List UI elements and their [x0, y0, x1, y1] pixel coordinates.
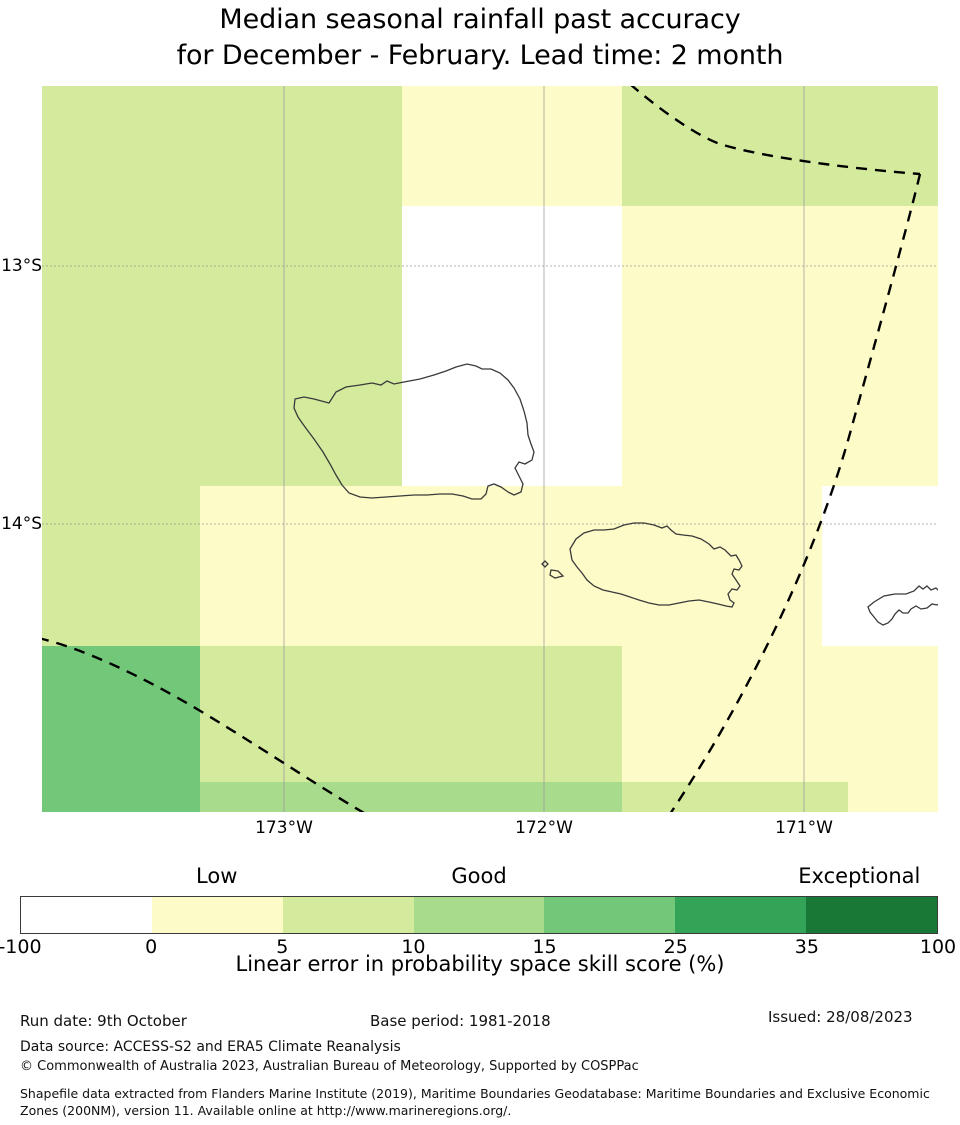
colorbar-segment [675, 897, 807, 933]
heatmap-cell [822, 486, 938, 646]
y-tick-label: 14°S [1, 514, 42, 534]
x-tick-label: 173°W [255, 818, 313, 838]
heatmap-cell [622, 86, 938, 206]
colorbar-segment [282, 897, 414, 933]
colorbar-tick-label: 5 [276, 936, 289, 958]
run-date-text: Run date: 9th October [20, 1012, 187, 1030]
colorbar-segment [21, 897, 152, 933]
heatmap-cell [848, 782, 938, 812]
heatmap-cells [42, 86, 938, 812]
gridlines [42, 86, 938, 812]
colorbar-segment [413, 897, 545, 933]
colorbar-axis-label: Linear error in probability space skill … [235, 952, 725, 976]
y-axis-ticks: 13°S 14°S [0, 86, 42, 812]
base-period-text: Base period: 1981-2018 [370, 1012, 551, 1030]
heatmap-cell [200, 486, 622, 646]
colorbar-tick-label: 15 [532, 936, 557, 958]
heatmap-cell [622, 486, 822, 646]
colorbar: Low Good Exceptional -100 0 5 10 15 25 35 100 [0, 864, 956, 958]
colorbar-segment [806, 897, 938, 933]
heatmap-cell [402, 206, 622, 486]
island-upolu [541, 522, 743, 608]
colorbar-segment [151, 897, 283, 933]
heatmap-cell [42, 86, 402, 486]
data-source-text: Data source: ACCESS-S2 and ERA5 Climate … [20, 1039, 401, 1055]
heatmap-cell [622, 351, 938, 486]
chart-title: Median seasonal rainfall past accuracy f… [176, 4, 784, 71]
colorbar-tick-label: 100 [919, 936, 957, 958]
x-axis-ticks: 173°W 172°W 171°W [42, 818, 938, 848]
heatmap-cell [42, 486, 200, 646]
colorbar-tick-label: 25 [663, 936, 688, 958]
y-tick-label: 13°S [1, 256, 42, 276]
island-savaii [293, 363, 535, 500]
heatmap-cell [622, 206, 938, 351]
heatmap-cell [42, 646, 200, 812]
heatmap-cell [402, 86, 622, 206]
colorbar-tick-label: -100 [0, 936, 42, 958]
colorbar-category-label: Exceptional [798, 864, 921, 888]
colorbar-gradient [20, 896, 938, 934]
heatmap-cell [622, 782, 848, 812]
colorbar-categories: Low Good Exceptional [20, 864, 938, 892]
map-plot-area [42, 86, 938, 812]
colorbar-tick-label: 10 [401, 936, 426, 958]
heatmap-cell [200, 646, 622, 782]
heatmap-cell [822, 646, 938, 782]
colorbar-segment [544, 897, 676, 933]
colorbar-tick-label: 0 [145, 936, 158, 958]
island-tutuila [867, 585, 938, 626]
colorbar-category-label: Low [196, 864, 238, 888]
issued-date-text: Issued: 28/08/2023 [768, 1008, 913, 1026]
heatmap-cell [200, 782, 622, 812]
x-tick-label: 171°W [775, 818, 833, 838]
copyright-text: © Commonwealth of Australia 2023, Austra… [20, 1059, 639, 1074]
heatmap-cell [622, 646, 822, 782]
eez-boundary [42, 86, 922, 812]
colorbar-tick-label: 35 [794, 936, 819, 958]
colorbar-tick-labels: -100 0 5 10 15 25 35 100 [0, 936, 956, 960]
map-svg [42, 86, 938, 812]
shapefile-attribution-text: Shapefile data extracted from Flanders M… [20, 1086, 930, 1118]
x-tick-label: 172°W [515, 818, 573, 838]
colorbar-category-label: Good [451, 864, 507, 888]
